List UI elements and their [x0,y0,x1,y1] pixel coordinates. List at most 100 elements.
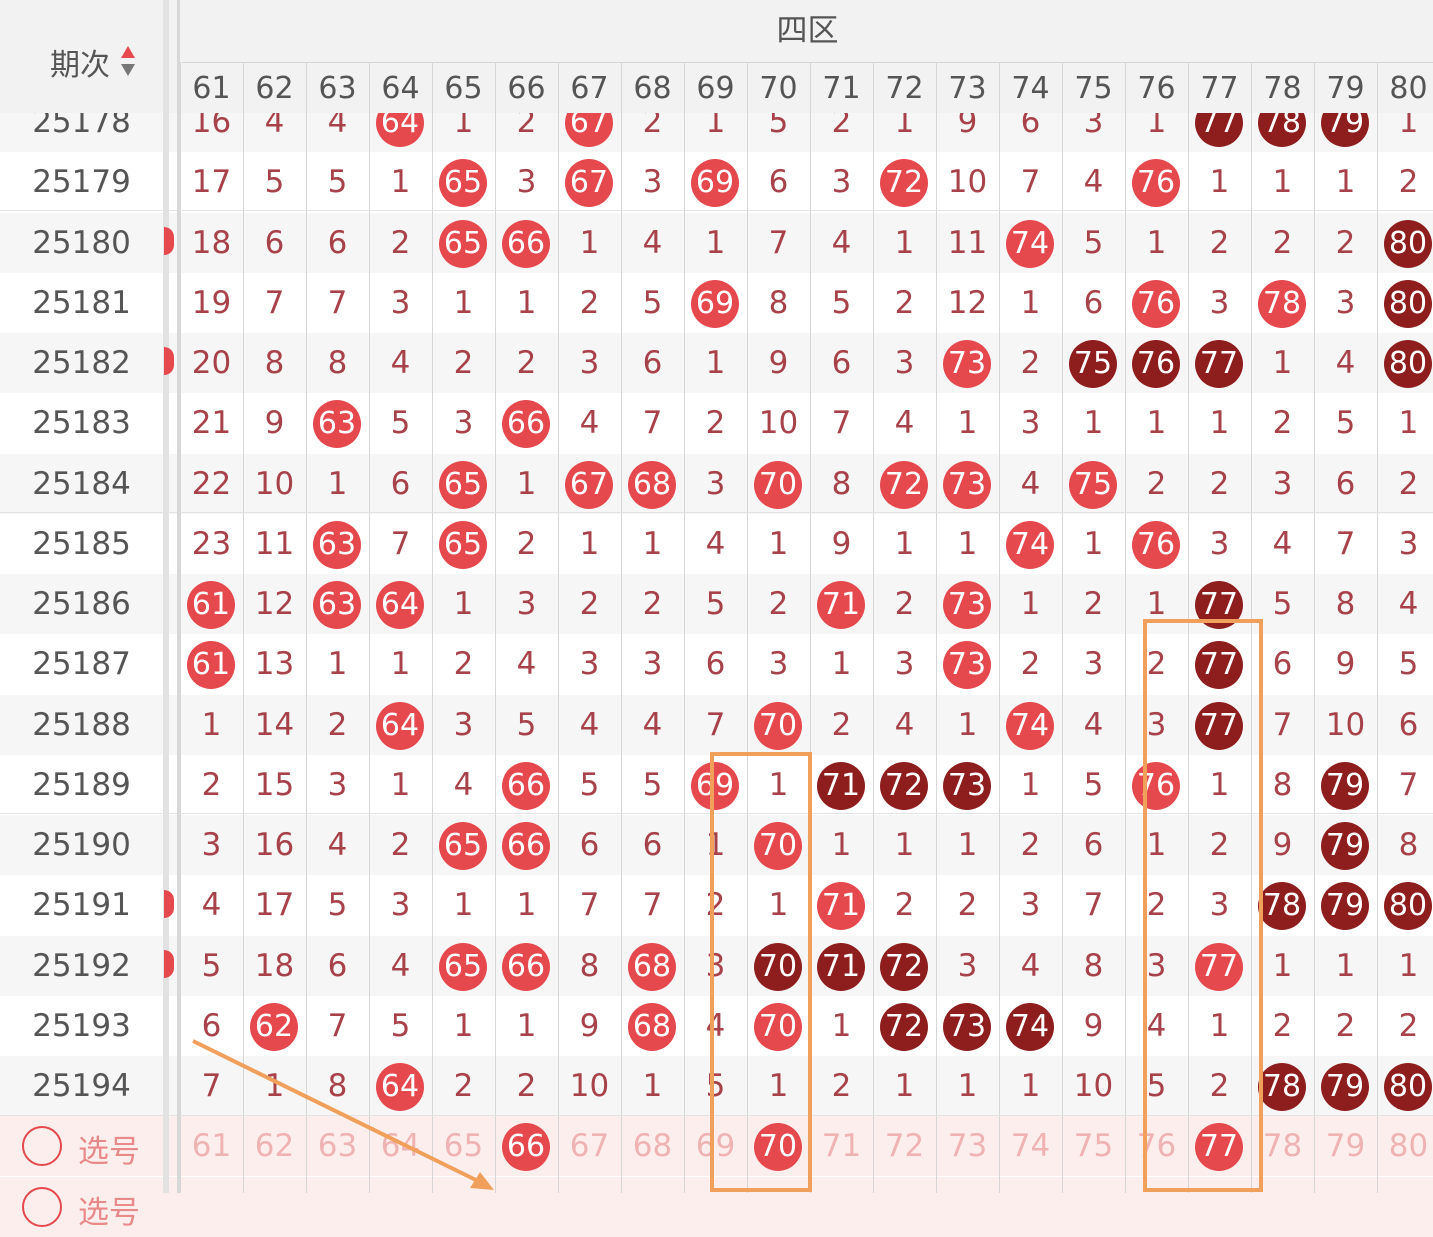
pick-number-cell[interactable]: 68 [632,1128,673,1165]
number-cell: 1 [642,1068,663,1104]
drawn-number-ball: 77 [1195,942,1243,991]
number-cell: 80 [1377,333,1433,393]
number-cell: 2 [1209,224,1230,261]
number-cell: 1 [264,1068,285,1104]
number-cell: 2 [831,1068,852,1104]
pick-label[interactable]: 选号 [78,1134,140,1171]
number-cell: 4 [1020,465,1041,502]
drawn-number-ball: 70 [754,460,802,509]
pick-number-cell[interactable]: 80 [1388,1128,1429,1165]
column-header: 68 [633,71,672,106]
issue-number: 25180 [32,224,131,261]
sort-icon[interactable] [120,44,136,78]
pick-number-cell[interactable]: 63 [317,1128,358,1165]
pick-number-cell[interactable]: 76 [1136,1128,1177,1165]
number-cell: 1 [1272,164,1293,201]
drawn-number-ball: 78 [1258,279,1306,328]
number-cell: 6 [390,465,411,502]
drawn-number-ball: 69 [691,159,739,208]
drawn-number-ball: 76 [1132,279,1180,328]
header-grid-line [1188,62,1189,113]
column-header: 78 [1263,71,1302,106]
pick-radio-icon[interactable] [22,1126,62,1167]
number-cell: 10 [254,465,295,502]
number-cell: 68 [621,454,684,514]
number-cell: 1 [516,1007,537,1044]
number-cell: 1 [768,1068,789,1104]
number-cell: 9 [831,525,852,562]
pick-number-cell[interactable]: 65 [443,1128,484,1165]
pick-number-cell[interactable]: 79 [1325,1128,1366,1165]
number-cell: 1 [894,1068,915,1104]
number-cell: 68 [621,996,684,1056]
column-header: 77 [1200,71,1239,106]
table-row: 25180 18 6 6 2 65 66 1 4 1 7 4 1 11 74 5 1 2 2 2 80 [0,212,1433,273]
number-cell: 4 [705,525,726,562]
column-header: 66 [507,71,546,106]
pick-number-cell[interactable]: 67 [569,1128,610,1165]
pick-number-cell[interactable]: 74 [1010,1128,1051,1165]
pick-number-cell[interactable]: 77 [1188,1116,1251,1176]
pick-label[interactable]: 选号 [78,1194,140,1231]
number-cell: 1 [390,164,411,201]
number-cell: 3 [894,646,915,683]
clipped-ball-edge [164,227,174,255]
drawn-number-ball: 73 [943,581,991,629]
pick-row[interactable]: 选号 61 62 63 64 65 66 67 68 69 70 71 72 73 74 75 76 77 78 79… [0,1116,1433,1177]
number-cell: 3 [390,284,411,321]
frozen-divider [163,0,169,1193]
header-grid-line [306,62,307,113]
issue-number: 25189 [32,766,131,803]
number-cell: 73 [936,454,999,514]
number-cell: 14 [254,706,295,743]
header-grid-line [1062,62,1063,113]
header-grid-line [1314,62,1315,113]
number-cell: 64 [369,1056,432,1116]
number-cell: 3 [579,646,600,683]
drawn-number-ball: 65 [439,460,487,509]
issue-number: 25193 [32,1007,131,1044]
issue-header[interactable]: 期次 [0,0,163,113]
repeat-number-ball: 77 [1195,701,1243,750]
number-cell: 4 [1083,706,1104,743]
number-cell: 77 [1188,333,1251,393]
pick-number-cell[interactable]: 71 [821,1128,862,1165]
pick-row-2[interactable]: 选号 [0,1176,1433,1237]
number-cell: 2 [1020,827,1041,863]
clipped-ball-edge [164,347,174,375]
number-cell: 4 [327,104,348,140]
pick-number-cell[interactable]: 69 [695,1128,736,1165]
pick-number-cell[interactable]: 75 [1073,1128,1114,1165]
issue-number: 25183 [32,405,131,442]
pick-number-cell[interactable]: 70 [747,1116,810,1176]
number-cell: 76 [1125,514,1188,574]
pick-number-cell[interactable]: 73 [947,1128,988,1165]
pick-number-cell[interactable]: 72 [884,1128,925,1165]
pick-number-cell[interactable]: 64 [380,1128,421,1165]
number-cell: 3 [831,164,852,201]
number-cell: 3 [327,766,348,803]
pick-number-cell[interactable]: 62 [254,1128,295,1165]
drawn-number-ball: 66 [502,942,550,991]
number-cell: 69 [684,152,747,212]
number-cell: 62 [243,996,306,1056]
number-cell: 5 [1083,766,1104,803]
pick-number-cell[interactable]: 78 [1262,1128,1303,1165]
number-cell: 2 [579,284,600,321]
number-cell: 7 [327,284,348,321]
number-cell: 2 [453,1068,474,1104]
number-cell: 66 [495,213,558,273]
number-cell: 72 [873,996,936,1056]
number-cell: 2 [1020,646,1041,683]
trend-table: 25178 16 4 4 64 1 2 67 2 1 5 2 1 9 6 3 1 77 78 79 1 25179 17 5 5… [0,62,1433,1237]
table-row: 25185 23 11 63 7 65 2 1 1 4 1 9 1 1 74 1 76 3 4 7 3 [0,514,1433,574]
number-cell: 4 [264,104,285,140]
pick-number-cell[interactable]: 61 [191,1128,232,1165]
pick-number-cell[interactable]: 66 [495,1116,558,1176]
number-cell: 1 [642,525,663,562]
number-cell: 61 [180,634,243,694]
number-cell: 7 [1272,706,1293,743]
number-cell: 4 [831,224,852,261]
number-cell: 77 [1188,695,1251,755]
issue-number: 25184 [32,465,131,502]
